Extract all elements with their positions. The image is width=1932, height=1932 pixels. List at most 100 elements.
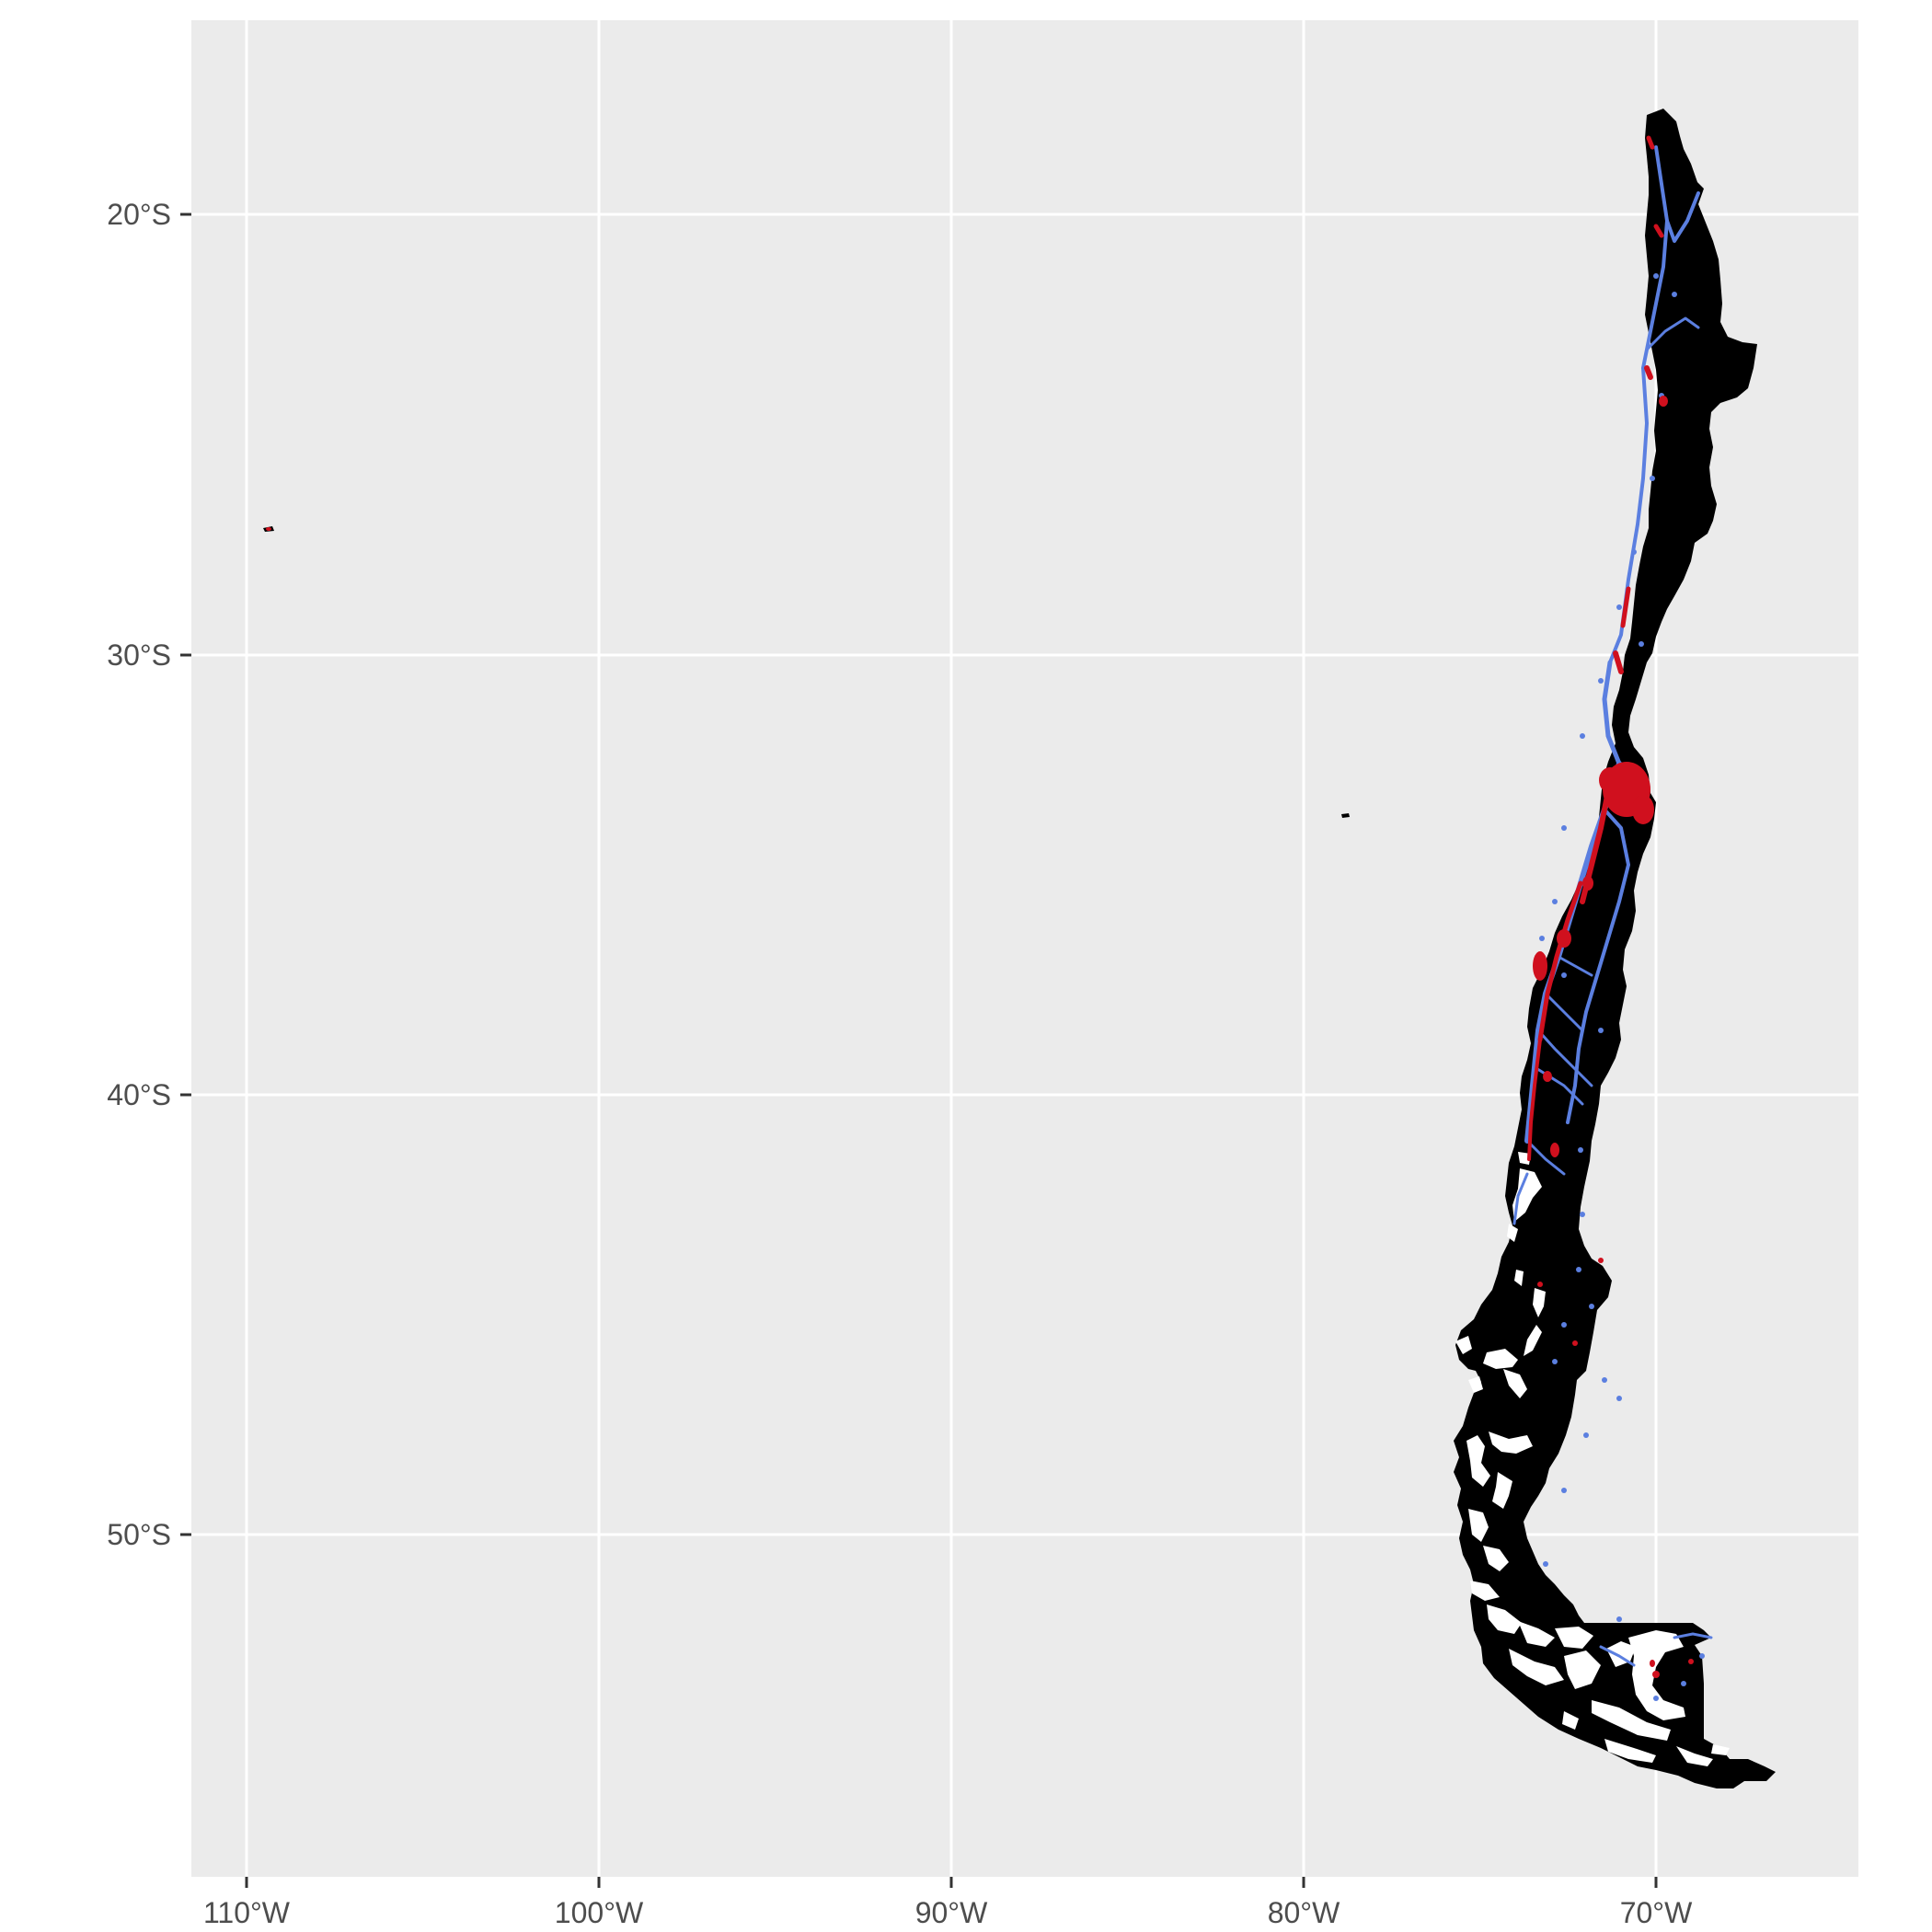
urban-blob [1659, 396, 1668, 407]
urban-blob [1537, 1282, 1543, 1287]
y-tick-label-50s: 50°S [107, 1518, 171, 1551]
channel-cut [1564, 1650, 1601, 1689]
light-dot [1681, 1681, 1686, 1686]
x-tick-label-110w: 110°W [203, 1896, 291, 1929]
light-dot [1552, 1359, 1558, 1364]
urban-area-overlay [266, 135, 1694, 1678]
light-dot [1598, 678, 1604, 684]
channel-cut [1503, 1369, 1527, 1398]
light-dot [1650, 476, 1655, 481]
light-dot [1576, 1267, 1581, 1272]
axis-ticks [180, 213, 1658, 1888]
light-road [1536, 1029, 1593, 1087]
light-dot [1653, 273, 1659, 279]
light-road [1566, 808, 1630, 1124]
light-dot [1653, 1696, 1659, 1701]
urban-segment [1644, 365, 1653, 380]
channel-cut [1483, 1349, 1518, 1369]
juan-fernandez-islands [1341, 813, 1350, 818]
channel-cut [1518, 1621, 1555, 1647]
urban-segment [1653, 224, 1664, 238]
light-dot [1639, 641, 1644, 647]
y-axis-labels: 20°S 30°S 40°S 50°S [107, 198, 171, 1551]
channel-cut [1676, 1746, 1713, 1766]
light-dot [1561, 825, 1567, 831]
light-dot [1699, 1653, 1705, 1659]
channel-cut [1483, 1546, 1509, 1571]
fjords-and-channels [1455, 1152, 1730, 1766]
island-outline-cut [1468, 1376, 1483, 1393]
light-dot [1580, 1212, 1585, 1217]
light-road [1673, 1632, 1713, 1639]
channel-cut [1492, 1472, 1512, 1509]
light-road [1645, 316, 1700, 351]
light-dot [1598, 1028, 1604, 1033]
urban-blob [1632, 795, 1654, 824]
light-dot [1543, 1561, 1548, 1567]
channel-cut [1524, 1325, 1542, 1356]
light-road [1557, 955, 1593, 977]
channel-cut [1466, 1435, 1490, 1487]
light-road [1654, 145, 1700, 243]
urban-blob [1582, 876, 1593, 891]
light-road [1641, 219, 1669, 370]
urban-blob [1652, 1671, 1660, 1678]
light-dot [1561, 972, 1567, 978]
light-dot [1539, 936, 1545, 941]
x-tick-label-70w: 70°W [1620, 1896, 1693, 1929]
light-road [1599, 1645, 1636, 1667]
magellan-strait [1628, 1630, 1685, 1720]
x-tick-label-100w: 100°W [555, 1896, 644, 1929]
light-dot [1616, 604, 1622, 610]
light-dot [1578, 1147, 1583, 1153]
y-tick-label-20s: 20°S [107, 198, 171, 231]
y-tick-label-30s: 30°S [107, 638, 171, 672]
light-road [1608, 366, 1649, 664]
channel-cut [1562, 1711, 1579, 1730]
urban-blob [1650, 1660, 1655, 1667]
channel-cut [1489, 1432, 1533, 1454]
urban-blob [1557, 929, 1571, 948]
urban-segment [1613, 650, 1624, 674]
channel-cut [1555, 1627, 1593, 1649]
light-dot [1580, 733, 1585, 739]
light-dot [1616, 1616, 1622, 1622]
channel-cut [1487, 1604, 1522, 1634]
urban-blob [1688, 1659, 1694, 1664]
island-outline-cut [1455, 1336, 1472, 1354]
urban-segment [1537, 880, 1583, 1042]
light-road [1525, 1139, 1566, 1176]
urban-blob [1599, 767, 1621, 793]
light-dot [1672, 292, 1677, 297]
channel-cut [1507, 1224, 1518, 1242]
channel-cut [1711, 1744, 1730, 1755]
x-tick-label-90w: 90°W [915, 1896, 988, 1929]
light-dot [1589, 1304, 1594, 1309]
chile-mainland [1454, 109, 1776, 1788]
light-dot [1616, 1396, 1622, 1401]
channel-cut [1592, 1700, 1671, 1741]
light-dot [1602, 1377, 1607, 1383]
urban-blob [1572, 1340, 1578, 1346]
channel-cut [1509, 1649, 1564, 1685]
urban-segment [1646, 135, 1655, 150]
urban-blob [1533, 951, 1547, 981]
light-dot [1561, 1488, 1567, 1493]
channel-cut [1470, 1581, 1500, 1601]
x-tick-label-80w: 80°W [1268, 1896, 1340, 1929]
urban-blob [1598, 1258, 1604, 1263]
channel-cut [1514, 1270, 1524, 1286]
light-road [1544, 992, 1584, 1032]
urban-blob-easter-island [266, 527, 271, 531]
urban-segment [1620, 586, 1631, 628]
urban-segment [1527, 1038, 1542, 1161]
y-tick-label-40s: 40°S [107, 1078, 171, 1111]
light-dot [1561, 1322, 1567, 1328]
light-dot [1631, 549, 1637, 555]
channel-cut [1512, 1168, 1542, 1222]
channel-cut [1604, 1739, 1656, 1763]
channel-cut [1533, 1288, 1546, 1317]
x-axis-labels: 110°W 100°W 90°W 80°W 70°W [203, 1896, 1693, 1929]
light-road [1512, 1172, 1529, 1225]
